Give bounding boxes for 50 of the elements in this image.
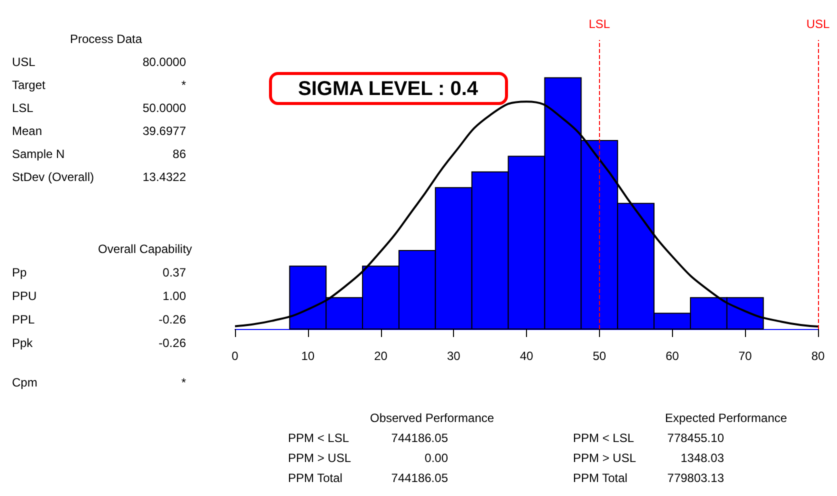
text: * <box>181 376 186 390</box>
text: 779803.13 <box>667 471 724 485</box>
text: Target <box>12 78 46 92</box>
text: -0.26 <box>158 312 186 326</box>
text: LSL <box>12 101 34 115</box>
x-tick-label: 60 <box>666 349 680 363</box>
x-tick-label: 30 <box>446 349 461 363</box>
text: Sample N <box>12 147 65 161</box>
text: 1.00 <box>162 289 186 303</box>
text: 13.4322 <box>142 170 186 184</box>
text: USL <box>12 55 36 69</box>
text: PPM > USL <box>573 451 636 465</box>
text: StDev (Overall) <box>12 170 94 184</box>
x-tick-label: 0 <box>232 349 239 363</box>
text: 744186.05 <box>391 471 448 485</box>
text: 39.6977 <box>142 124 186 138</box>
text: PPM Total <box>573 471 628 485</box>
text: 0.37 <box>162 266 186 280</box>
text: Mean <box>12 124 42 138</box>
x-tick-label: 20 <box>374 349 388 363</box>
text: Expected Performance <box>665 411 788 425</box>
text: Cpm <box>12 376 38 390</box>
text: 778455.10 <box>667 431 724 445</box>
text: 744186.05 <box>391 431 448 445</box>
text: Overall Capability <box>98 242 192 256</box>
text: Process Data <box>70 32 142 46</box>
text: * <box>181 78 186 92</box>
text: PPL <box>12 312 36 326</box>
text: Ppk <box>12 336 34 350</box>
text: 80.0000 <box>142 55 186 69</box>
text: 1348.03 <box>680 451 724 465</box>
x-tick-label: 70 <box>738 349 752 363</box>
x-tick-label: 80 <box>811 349 825 363</box>
text: PPM < LSL <box>288 431 350 445</box>
text: Pp <box>12 266 28 280</box>
annotation: SIGMA LEVEL : 0.4 <box>298 78 479 100</box>
x-tick-label: 40 <box>520 349 534 363</box>
text: PPU <box>12 289 37 303</box>
x-tick-label: 50 <box>592 349 606 363</box>
text: 0.00 <box>424 451 448 465</box>
text: 50.0000 <box>142 101 186 115</box>
text: 86 <box>172 147 186 161</box>
text: PPM > USL <box>288 451 352 465</box>
x-tick-label: 10 <box>301 349 315 363</box>
text: PPM Total <box>288 471 342 485</box>
ref-line-label: USL <box>806 17 830 31</box>
text: PPM < LSL <box>573 431 634 445</box>
text: Observed Performance <box>370 411 494 425</box>
text: -0.26 <box>158 336 186 350</box>
ref-line-label: LSL <box>588 17 610 31</box>
